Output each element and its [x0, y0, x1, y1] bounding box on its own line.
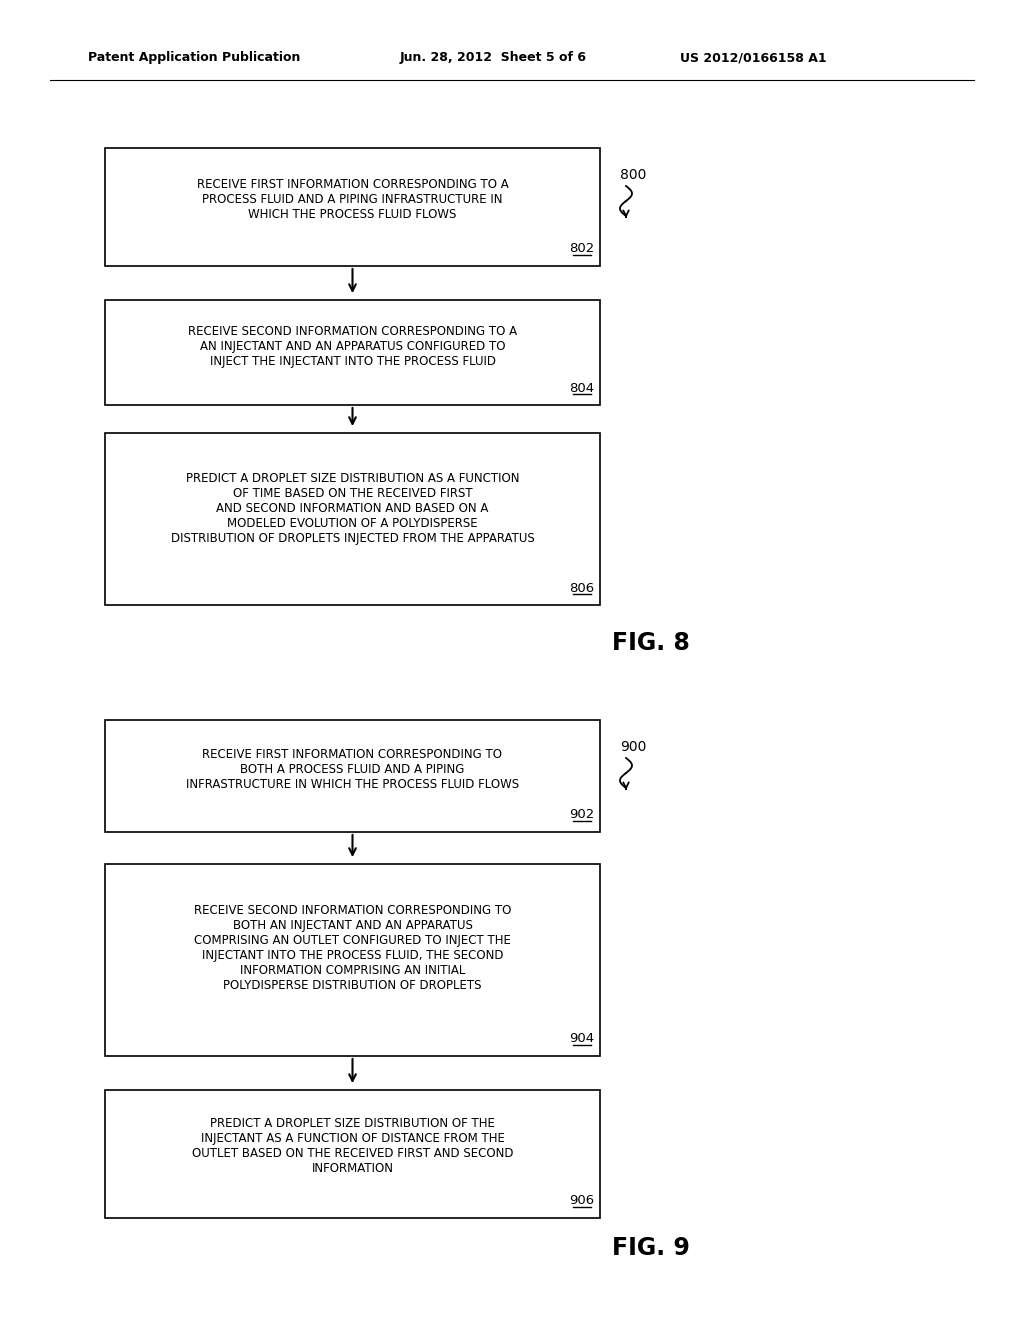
Text: 902: 902	[569, 808, 595, 821]
Text: 906: 906	[569, 1195, 595, 1208]
Text: Patent Application Publication: Patent Application Publication	[88, 51, 300, 65]
Bar	[105, 1090, 600, 1218]
Text: PREDICT A DROPLET SIZE DISTRIBUTION OF THE
INJECTANT AS A FUNCTION OF DISTANCE F: PREDICT A DROPLET SIZE DISTRIBUTION OF T…	[191, 1117, 513, 1175]
Text: 802: 802	[569, 243, 595, 256]
Text: FIG. 8: FIG. 8	[612, 631, 690, 655]
Text: RECEIVE SECOND INFORMATION CORRESPONDING TO A
AN INJECTANT AND AN APPARATUS CONF: RECEIVE SECOND INFORMATION CORRESPONDING…	[188, 325, 517, 368]
Bar	[105, 433, 600, 605]
Bar	[105, 148, 600, 267]
Text: RECEIVE FIRST INFORMATION CORRESPONDING TO
BOTH A PROCESS FLUID AND A PIPING
INF: RECEIVE FIRST INFORMATION CORRESPONDING …	[186, 747, 519, 791]
Text: Jun. 28, 2012  Sheet 5 of 6: Jun. 28, 2012 Sheet 5 of 6	[400, 51, 587, 65]
Text: FIG. 9: FIG. 9	[612, 1236, 690, 1261]
Bar	[105, 719, 600, 832]
Text: RECEIVE SECOND INFORMATION CORRESPONDING TO
BOTH AN INJECTANT AND AN APPARATUS
C: RECEIVE SECOND INFORMATION CORRESPONDING…	[194, 904, 511, 993]
Text: 904: 904	[569, 1032, 595, 1045]
Text: PREDICT A DROPLET SIZE DISTRIBUTION AS A FUNCTION
OF TIME BASED ON THE RECEIVED : PREDICT A DROPLET SIZE DISTRIBUTION AS A…	[171, 473, 535, 545]
Bar	[105, 865, 600, 1056]
Text: 800: 800	[620, 168, 646, 182]
Text: 804: 804	[569, 381, 595, 395]
Text: 806: 806	[569, 582, 595, 594]
Text: US 2012/0166158 A1: US 2012/0166158 A1	[680, 51, 826, 65]
Text: RECEIVE FIRST INFORMATION CORRESPONDING TO A
PROCESS FLUID AND A PIPING INFRASTR: RECEIVE FIRST INFORMATION CORRESPONDING …	[197, 178, 508, 222]
Text: 900: 900	[620, 741, 646, 754]
Bar	[105, 300, 600, 405]
